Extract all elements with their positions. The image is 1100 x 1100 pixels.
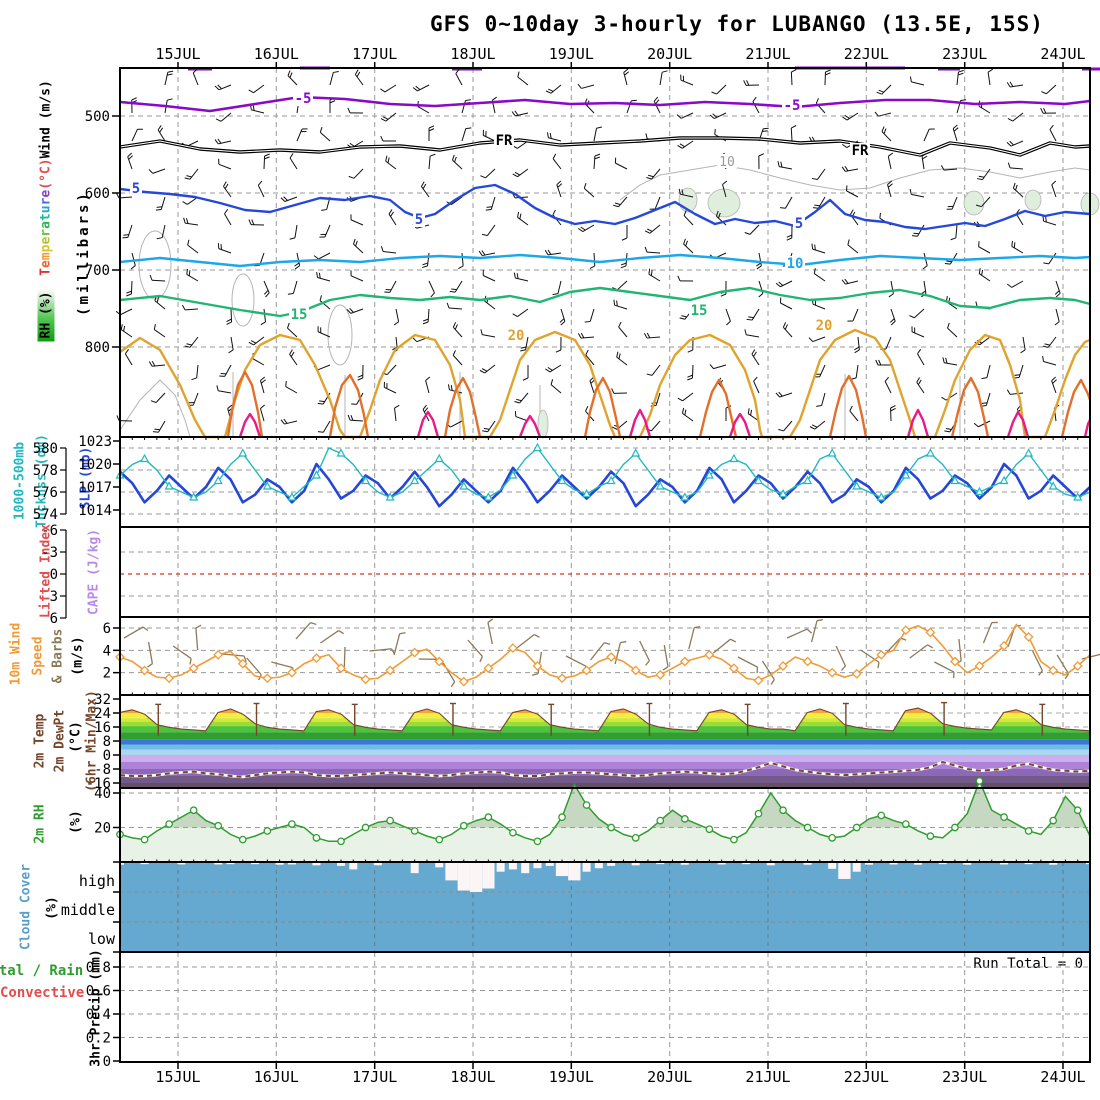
svg-text:23JUL: 23JUL (942, 45, 987, 63)
svg-text:700: 700 (85, 263, 110, 279)
svg-text:-16: -16 (86, 776, 111, 792)
svg-text:15JUL: 15JUL (155, 45, 200, 63)
svg-text:580: 580 (33, 441, 58, 457)
svg-text:22JUL: 22JUL (844, 45, 889, 63)
svg-text:24JUL: 24JUL (1040, 1068, 1085, 1086)
precip-panel: 0.8 0.6 0.4 0.2 0 (86, 960, 1090, 1070)
svg-text:1014: 1014 (78, 503, 112, 519)
svg-text:8: 8 (103, 734, 111, 750)
svg-text:0: 0 (103, 1054, 111, 1070)
svg-text:16JUL: 16JUL (254, 1068, 299, 1086)
svg-text:4: 4 (103, 643, 111, 659)
svg-text:0.4: 0.4 (86, 1007, 111, 1023)
svg-text:-6: -6 (41, 523, 58, 539)
svg-text:15: 15 (691, 303, 708, 319)
svg-text:-5: -5 (784, 98, 801, 114)
upper-wind-barbs (115, 68, 1061, 433)
cloud-row-middle: middle (60, 901, 115, 919)
svg-text:600: 600 (85, 186, 110, 202)
svg-text:20JUL: 20JUL (647, 45, 692, 63)
svg-text:21JUL: 21JUL (745, 45, 790, 63)
svg-text:22JUL: 22JUL (844, 1068, 889, 1086)
thickness-slp-axes: 580 578 576 574 1023 1020 1017 1014 (33, 434, 120, 523)
svg-text:19JUL: 19JUL (549, 45, 594, 63)
svg-text:0: 0 (103, 748, 111, 764)
svg-text:5: 5 (132, 181, 140, 197)
upper-gray-contours (119, 164, 1100, 439)
svg-text:1020: 1020 (78, 457, 112, 473)
svg-text:0.6: 0.6 (86, 984, 111, 1000)
slp-line (119, 462, 1091, 508)
svg-text:16JUL: 16JUL (254, 45, 299, 63)
wind10m-panel: 6 4 2 (103, 621, 1091, 695)
svg-text:1023: 1023 (78, 434, 112, 450)
svg-text:23JUL: 23JUL (942, 1068, 987, 1086)
svg-text:24JUL: 24JUL (1040, 45, 1085, 63)
thickness-slp-panel (119, 437, 1091, 515)
svg-text:19JUL: 19JUL (549, 1068, 594, 1086)
svg-text:0.8: 0.8 (86, 960, 111, 976)
svg-text:17JUL: 17JUL (352, 45, 397, 63)
cloud-row-high: high (78, 872, 115, 890)
svg-text:-8: -8 (94, 762, 111, 778)
svg-text:24: 24 (94, 706, 111, 722)
svg-text:10: 10 (787, 256, 804, 272)
svg-text:-3: -3 (41, 545, 58, 561)
svg-text:0.2: 0.2 (86, 1031, 111, 1047)
dewpoint-line (119, 760, 1091, 779)
cloud-panel (113, 861, 1090, 953)
svg-text:5: 5 (795, 216, 803, 232)
svg-text:40: 40 (94, 786, 111, 802)
minmax-whiskers (155, 701, 1046, 736)
precip-convective-label: Convective (0, 985, 85, 1001)
svg-text:21JUL: 21JUL (745, 1068, 790, 1086)
cloud-bars (116, 863, 1094, 892)
li-axis: -6 -3 0 3 6 (41, 523, 67, 627)
wind10m-speed-line (115, 623, 1091, 687)
svg-text:16: 16 (94, 720, 111, 736)
precip-total-label: Total / Rain (0, 963, 84, 979)
svg-text:6: 6 (50, 611, 58, 627)
svg-text:5: 5 (415, 212, 423, 228)
panel-borders (119, 67, 1091, 1063)
svg-text:15JUL: 15JUL (155, 1068, 200, 1086)
svg-text:20: 20 (816, 318, 833, 334)
svg-text:576: 576 (33, 485, 58, 501)
rh2m-panel: 40 20 (94, 777, 1091, 862)
svg-text:32: 32 (94, 692, 111, 708)
svg-text:10: 10 (719, 155, 735, 170)
stability-panel (120, 551, 1090, 597)
thickness-line (115, 442, 1091, 501)
svg-text:800: 800 (85, 340, 110, 356)
svg-text:0: 0 (50, 567, 58, 583)
run-total-text: Run Total = 0 (973, 956, 1083, 972)
svg-text:FR: FR (496, 133, 513, 149)
svg-text:18JUL: 18JUL (450, 1068, 495, 1086)
svg-text:FR: FR (852, 143, 869, 159)
svg-text:-5: -5 (295, 91, 312, 107)
svg-text:15: 15 (291, 307, 308, 323)
svg-text:17JUL: 17JUL (352, 1068, 397, 1086)
svg-text:2: 2 (103, 666, 111, 682)
svg-text:578: 578 (33, 463, 58, 479)
page-title: GFS 0~10day 3-hourly for LUBANGO (13.5E,… (430, 12, 1044, 36)
svg-text:1017: 1017 (78, 480, 112, 496)
svg-text:3: 3 (50, 589, 58, 605)
x-axis: 15JUL 15JUL 16JUL 16JUL 17JUL 17JUL 18JUL 18JUL… (155, 45, 1085, 1086)
cloud-row-low: low (87, 930, 115, 948)
upper-temp-contours: -5 -5 FR FR 5 5 5 10 15 15 20 20 10 (119, 91, 1092, 439)
svg-text:500: 500 (85, 109, 110, 125)
svg-text:574: 574 (33, 507, 58, 523)
svg-text:20: 20 (508, 328, 525, 344)
svg-text:20JUL: 20JUL (647, 1068, 692, 1086)
svg-text:18JUL: 18JUL (450, 45, 495, 63)
svg-text:20: 20 (94, 821, 111, 837)
svg-text:6: 6 (103, 621, 111, 637)
